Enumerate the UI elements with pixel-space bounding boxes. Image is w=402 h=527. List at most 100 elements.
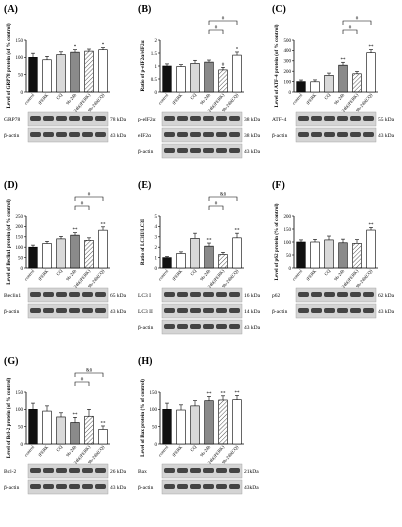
- y-tick-label: 0: [155, 443, 158, 448]
- blot-band: [95, 292, 106, 297]
- blot-name: p-eIF2α: [138, 117, 156, 123]
- blot-band: [177, 116, 188, 121]
- y-axis-label: Level of Beclin1 protein (of % control): [5, 199, 12, 285]
- blot-mw: 16 kDa: [244, 293, 261, 299]
- blot-mw: 65 kDa: [110, 293, 127, 299]
- x-tick-label: iPERK: [37, 268, 50, 282]
- blot-name: Bcl-2: [4, 469, 16, 475]
- bar: [84, 50, 94, 93]
- bar: [324, 239, 334, 269]
- bar: [204, 400, 214, 445]
- blot-band: [363, 116, 374, 121]
- bar: [84, 240, 94, 269]
- blot-band: [216, 148, 227, 153]
- significance-marker: **: [73, 228, 79, 233]
- bar: [190, 238, 200, 269]
- blot-band: [95, 468, 106, 473]
- blot-strip: [27, 303, 109, 319]
- significance-marker: **: [101, 222, 107, 227]
- y-tick-label: 500: [284, 39, 292, 44]
- blot-band: [311, 132, 322, 137]
- blot-band: [82, 116, 93, 121]
- y-tick-label: 100: [16, 56, 24, 61]
- y-tick-label: 100: [284, 241, 292, 246]
- blot-band: [298, 308, 309, 313]
- blot-band: [164, 484, 175, 489]
- blot-band: [229, 132, 240, 137]
- bracket-label: #: [222, 17, 225, 22]
- blot-name: GRP78: [4, 117, 20, 123]
- blot-band: [43, 292, 54, 297]
- x-tick-label: control: [291, 268, 304, 282]
- bar: [176, 409, 186, 445]
- blot-band: [216, 116, 227, 121]
- blot-band: [177, 324, 188, 329]
- y-tick-label: 50: [152, 425, 158, 430]
- bar: [338, 64, 348, 93]
- bracket-label: #: [88, 193, 91, 198]
- blot-band: [190, 132, 201, 137]
- blot-mw: 43 kDa: [110, 309, 127, 315]
- bar: [162, 65, 172, 93]
- blot-band: [177, 468, 188, 473]
- blot-band: [203, 308, 214, 313]
- panel-label: (F): [272, 180, 285, 191]
- panel-label: (G): [4, 356, 18, 367]
- bar: [56, 416, 66, 445]
- bar: [232, 54, 242, 93]
- x-tick-label: CQ: [323, 268, 331, 277]
- blot-name: β-actin: [138, 149, 154, 155]
- bracket-label: #: [81, 378, 84, 383]
- y-axis-label: Level of ATF-4 protein (of % control): [273, 24, 280, 107]
- blot-band: [190, 292, 201, 297]
- x-tick-label: 9h-24h: [333, 92, 346, 106]
- blot-mw: 43kDa: [244, 485, 259, 491]
- y-tick-label: 200: [16, 225, 24, 230]
- bar: [42, 410, 52, 445]
- blot-band: [350, 132, 361, 137]
- bar: [296, 81, 306, 93]
- blot-band: [337, 292, 348, 297]
- blot-strip: [27, 287, 109, 303]
- panel-label: (C): [272, 4, 286, 15]
- y-tick-label: 50: [18, 425, 24, 430]
- blot-strip: [27, 127, 109, 143]
- blot-name: β-actin: [138, 325, 154, 331]
- blot-strip: [295, 111, 377, 127]
- bar: [352, 243, 362, 269]
- blot-band: [164, 132, 175, 137]
- panel-label: (B): [138, 4, 151, 15]
- bracket-label: #: [356, 17, 359, 22]
- blot-band: [30, 132, 41, 137]
- blot-strip: [161, 127, 243, 143]
- blot-band: [95, 132, 106, 137]
- blot-strip: [161, 463, 243, 479]
- blot-band: [324, 308, 335, 313]
- y-tick-label: 150: [16, 236, 24, 241]
- blot-name: LC3 I: [138, 293, 151, 299]
- blot-band: [164, 308, 175, 313]
- blot-band: [164, 148, 175, 153]
- blot-band: [43, 132, 54, 137]
- y-axis-label: Level of GRP78 protein (of % control): [5, 23, 12, 108]
- y-axis-label: Ratio of LC3II/LC3I: [140, 219, 146, 265]
- x-tick-label: iPERK: [171, 444, 184, 458]
- x-tick-label: CQ: [189, 92, 197, 101]
- blot-band: [82, 484, 93, 489]
- bracket-label: &δ: [86, 369, 93, 374]
- y-tick-label: 0: [289, 267, 292, 272]
- y-tick-label: 150: [150, 391, 158, 396]
- x-tick-label: 9h-24h: [199, 444, 212, 458]
- blot-band: [216, 468, 227, 473]
- blot-name: β-actin: [138, 485, 154, 491]
- bracket-label: #: [215, 26, 218, 31]
- comparison-bracket: [208, 20, 238, 25]
- blot-strip: [295, 287, 377, 303]
- blot-band: [298, 132, 309, 137]
- blot-strip: [161, 143, 243, 159]
- bracket-label: &δ: [220, 193, 227, 198]
- blot-band: [69, 132, 80, 137]
- bar: [338, 242, 348, 269]
- x-tick-label: CQ: [189, 268, 197, 277]
